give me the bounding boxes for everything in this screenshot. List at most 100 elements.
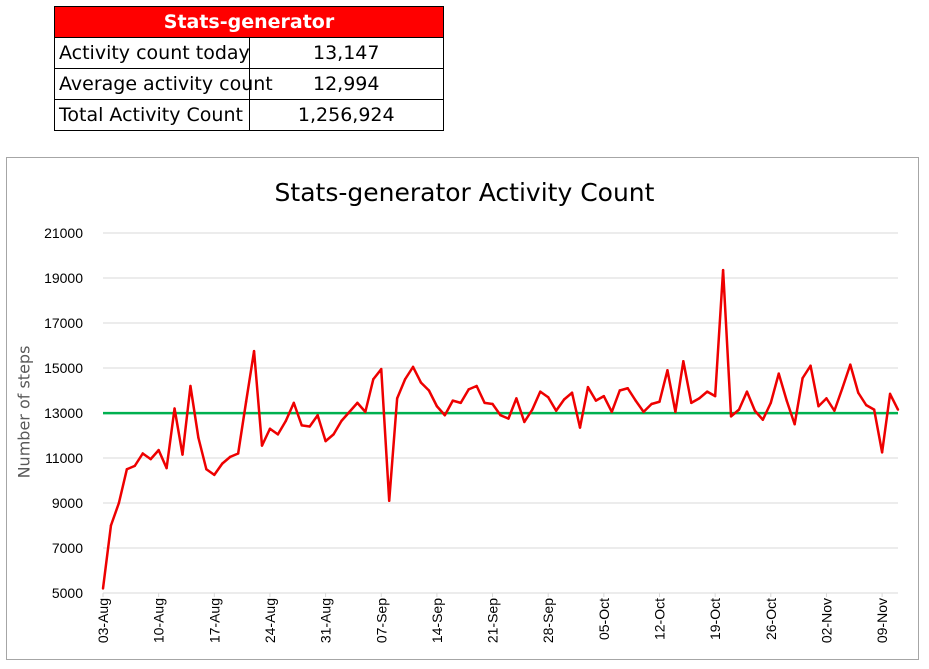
y-tick-label: 13000: [44, 405, 83, 421]
data-point: [769, 401, 772, 405]
data-point: [626, 387, 629, 390]
data-point: [562, 398, 566, 401]
data-point: [610, 410, 613, 414]
x-tick-label: 17-Aug: [206, 598, 222, 643]
x-tick-label: 10-Aug: [151, 598, 167, 643]
stats-header-row: Stats-generator: [54, 6, 444, 38]
data-point: [801, 376, 804, 380]
data-point: [729, 415, 733, 418]
x-tick-label: 07-Sep: [373, 598, 389, 643]
x-tick-label: 28-Sep: [540, 598, 556, 643]
data-point: [674, 410, 677, 414]
data-point: [531, 408, 534, 411]
data-point: [181, 453, 184, 456]
data-point: [507, 417, 510, 420]
x-tick-label: 24-Aug: [262, 598, 278, 643]
data-point: [348, 410, 351, 414]
x-tick-label: 14-Sep: [429, 598, 445, 643]
data-point: [578, 426, 582, 429]
data-point: [364, 410, 367, 414]
data-point: [451, 399, 454, 402]
y-tick-label: 5000: [52, 585, 83, 601]
data-point: [324, 439, 327, 443]
x-tick-label: 12-Oct: [652, 598, 668, 640]
data-point: [125, 468, 129, 471]
data-point: [435, 405, 439, 408]
data-point: [213, 473, 216, 477]
data-point: [761, 418, 765, 421]
data-point: [244, 400, 248, 403]
data-point: [276, 433, 280, 436]
y-tick-label: 15000: [44, 360, 83, 376]
data-point: [268, 427, 272, 430]
y-tick-label: 7000: [52, 540, 83, 556]
stats-row-total: Total Activity Count 1,256,924: [54, 99, 444, 131]
data-point: [197, 436, 200, 439]
x-tick-label: 09-Nov: [874, 598, 890, 643]
stats-row-value: 12,994: [248, 68, 444, 100]
data-point: [888, 392, 892, 396]
data-point: [896, 408, 900, 411]
data-point: [157, 448, 160, 452]
data-point: [491, 402, 494, 406]
stats-row-value: 1,256,924: [248, 99, 444, 131]
data-point: [284, 419, 288, 423]
data-point: [236, 452, 240, 455]
data-point: [825, 397, 828, 400]
y-tick-label: 19000: [44, 270, 83, 286]
data-point: [356, 401, 359, 405]
stats-table: Stats-generator Activity count today 13,…: [54, 6, 444, 131]
x-tick-label: 26-Oct: [763, 598, 779, 640]
y-tick-label: 17000: [44, 315, 83, 331]
data-point: [117, 501, 121, 505]
data-point: [682, 360, 685, 363]
data-point: [594, 399, 598, 402]
data-point: [205, 468, 208, 471]
data-point: [737, 408, 741, 411]
data-point: [523, 420, 526, 424]
data-point: [475, 384, 478, 388]
data-point: [690, 401, 693, 405]
stats-row-value: 13,147: [248, 37, 444, 69]
data-point: [880, 451, 884, 454]
data-point: [586, 385, 590, 389]
data-point: [395, 397, 399, 400]
data-point: [388, 499, 391, 502]
data-point: [872, 408, 876, 411]
data-point: [841, 387, 844, 390]
data-point: [793, 423, 796, 426]
data-point: [189, 384, 192, 388]
data-point: [698, 397, 701, 400]
data-point: [721, 268, 725, 272]
data-point: [380, 367, 383, 371]
data-point: [777, 372, 780, 375]
data-point: [101, 587, 105, 590]
stats-title: Stats-generator: [54, 6, 444, 38]
data-point: [149, 457, 152, 461]
data-point: [459, 401, 462, 405]
data-point: [419, 381, 423, 384]
data-point: [483, 401, 486, 405]
data-point: [372, 378, 375, 381]
data-point: [300, 424, 303, 427]
x-tick-label: 19-Oct: [707, 598, 723, 640]
data-point: [292, 401, 295, 405]
stats-row-label: Activity count today: [54, 37, 250, 69]
data-point: [602, 394, 606, 398]
data-point: [109, 524, 113, 527]
data-point: [332, 433, 335, 436]
data-point: [133, 464, 136, 468]
data-point: [642, 410, 645, 414]
data-point: [809, 364, 812, 367]
data-point: [165, 466, 168, 470]
data-point: [570, 391, 574, 394]
x-tick-label: 21-Sep: [485, 598, 501, 643]
data-point: [427, 389, 431, 392]
data-point: [467, 388, 470, 391]
x-tick-label: 31-Aug: [318, 598, 334, 643]
data-point: [515, 397, 518, 400]
data-point: [713, 394, 717, 398]
data-point: [745, 390, 749, 393]
data-point: [618, 389, 621, 392]
